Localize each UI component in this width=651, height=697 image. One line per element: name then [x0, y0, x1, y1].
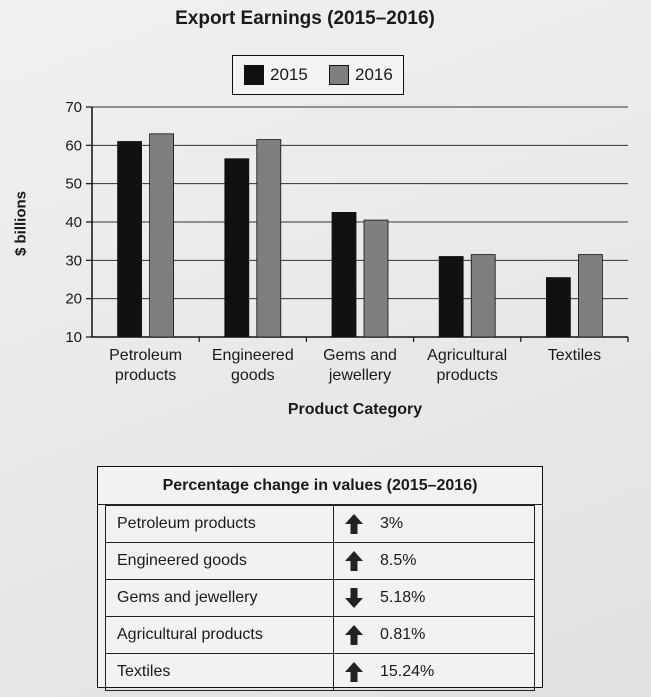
- bar-2015-2: [331, 212, 357, 338]
- y-tick-label: 50: [65, 176, 82, 193]
- row-change: 3%: [374, 505, 535, 543]
- bar-2015-4: [546, 277, 571, 338]
- change-table-grid: Petroleum products 3% Engineered goods 8.5%…: [105, 505, 535, 691]
- row-category: Agricultural products: [105, 616, 334, 654]
- x-tick-label: jewellery: [328, 367, 391, 384]
- table-row: Engineered goods 8.5%: [105, 542, 535, 580]
- row-change: 15.24%: [374, 653, 535, 691]
- chart-title: Export Earnings (2015–2016): [175, 8, 435, 29]
- bar-chart: 10 20 30 40 50 60 70 Petroleum products Engineere…: [65, 99, 629, 384]
- row-change: 5.18%: [374, 579, 535, 617]
- bar-2016-4: [578, 254, 603, 338]
- table-row: Textiles 15.24%: [105, 653, 535, 691]
- y-tick-label: 40: [65, 214, 82, 231]
- x-tick-label: Agricultural: [427, 347, 507, 364]
- bar-2016-2: [363, 219, 389, 338]
- arrow-up-icon: [333, 505, 374, 543]
- x-tick-label: Textiles: [548, 347, 601, 364]
- legend-label-2015: 2015: [270, 65, 308, 84]
- arrow-up-icon: [333, 616, 374, 654]
- chart-legend: 2015 2016: [232, 55, 404, 95]
- legend-label-2016: 2016: [355, 65, 393, 84]
- table-row: Agricultural products 0.81%: [105, 616, 535, 654]
- legend-item-2016: 2016: [329, 65, 393, 85]
- arrow-up-icon: [333, 542, 374, 580]
- table-row: Petroleum products 3%: [105, 505, 535, 543]
- x-tick-label: products: [115, 367, 176, 384]
- bar-2016-0: [149, 133, 175, 338]
- row-change: 0.81%: [374, 616, 535, 654]
- row-category: Gems and jewellery: [105, 579, 334, 617]
- y-tick-label: 60: [65, 137, 82, 154]
- percentage-change-table: Percentage change in values (2015–2016) …: [97, 466, 543, 691]
- row-category: Textiles: [105, 653, 334, 691]
- bar-2016-3: [470, 254, 496, 338]
- y-tick-label: 30: [65, 252, 82, 269]
- legend-swatch-2016: [329, 65, 349, 85]
- x-tick-label: Engineered: [212, 347, 294, 364]
- bar-2015-0: [117, 141, 142, 338]
- table-title: Percentage change in values (2015–2016): [98, 467, 542, 505]
- x-tick-label: goods: [231, 367, 275, 384]
- legend-item-2015: 2015: [244, 65, 308, 85]
- row-category: Engineered goods: [105, 542, 334, 580]
- row-category: Petroleum products: [105, 505, 334, 543]
- x-axis-label: Product Category: [287, 401, 423, 418]
- y-tick-label: 10: [65, 329, 82, 346]
- y-tick-label: 20: [65, 291, 82, 308]
- row-change: 8.5%: [374, 542, 535, 580]
- arrow-up-icon: [333, 653, 374, 691]
- bar-2015-3: [438, 256, 464, 338]
- bar-2015-1: [224, 158, 250, 338]
- table-row: Gems and jewellery 5.18%: [105, 579, 535, 617]
- x-tick-label: Gems and: [323, 347, 397, 364]
- x-tick-label: Petroleum: [109, 347, 182, 364]
- legend-swatch-2015: [244, 65, 264, 85]
- y-tick-label: 70: [65, 99, 82, 116]
- x-tick-label: products: [437, 367, 498, 384]
- arrow-down-icon: [333, 579, 374, 617]
- bar-2016-1: [256, 139, 282, 338]
